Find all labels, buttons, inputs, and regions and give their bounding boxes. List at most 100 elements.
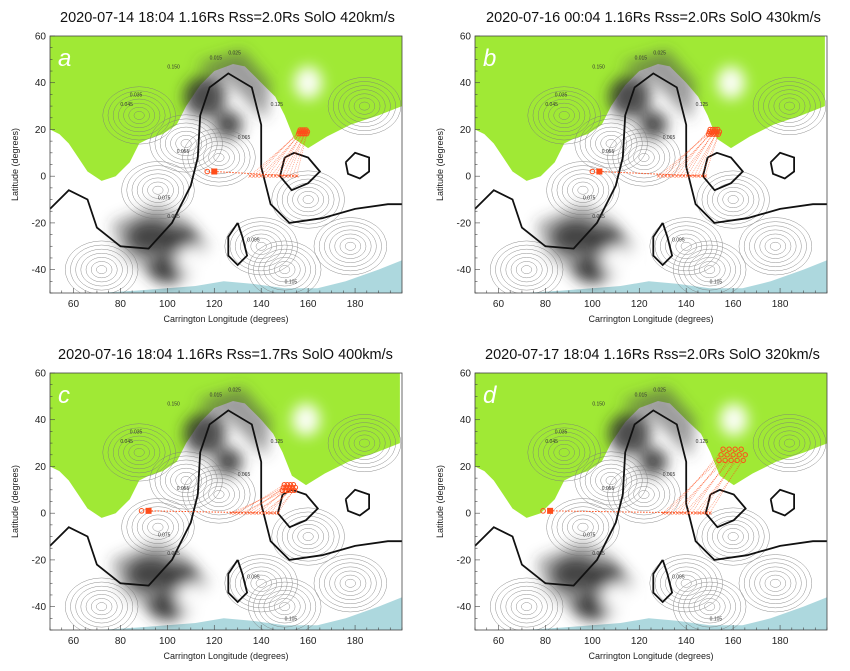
contour-ring (80, 589, 123, 624)
contour-ring (722, 191, 744, 208)
field-line (244, 487, 287, 514)
contour-ring (279, 602, 291, 611)
contour-ring (722, 528, 744, 545)
contour-ring (784, 438, 795, 448)
neutral-line-loop (344, 488, 370, 517)
source-point-marker: × (678, 173, 683, 180)
field-blob-white (294, 66, 323, 100)
source-point-marker: × (679, 510, 684, 517)
contour-label: 0.085 (592, 214, 605, 220)
contour-label: 0.055 (602, 486, 615, 492)
contour-ring (123, 102, 156, 128)
contour-ring (343, 89, 386, 123)
contour-ring (128, 443, 150, 461)
contour-label: 0.095 (672, 238, 685, 244)
x-tick-label: 80 (540, 299, 552, 310)
contour-ring (567, 177, 599, 203)
contour-ring (250, 237, 272, 255)
field-line (694, 460, 738, 514)
contour-ring (234, 562, 288, 605)
field-line (665, 129, 711, 177)
y-tick-label: 20 (460, 462, 472, 473)
open-field-south (50, 260, 402, 293)
source-point-marker: × (697, 510, 702, 517)
contour-ring (556, 506, 610, 548)
field-blob-white (291, 403, 321, 437)
contour-ring (683, 585, 736, 628)
footpoint-marker (715, 131, 722, 137)
contour-ring (274, 261, 296, 279)
x-tick-label: 80 (115, 299, 127, 310)
y-axis-label: Latitude (degrees) (10, 128, 20, 201)
contour-label: 0.075 (583, 533, 596, 539)
contour-ring (271, 170, 345, 229)
x-axis-label: Carrington Longitude (degrees) (163, 314, 288, 324)
field-line (281, 133, 306, 177)
x-tick-label: 100 (584, 299, 601, 310)
contour-label: 0.095 (247, 575, 260, 581)
y-tick-label: 0 (40, 509, 46, 520)
x-tick-label: 180 (347, 299, 364, 310)
contour-ring (577, 522, 589, 532)
contour-ring (187, 132, 251, 183)
contour-ring (297, 191, 319, 208)
connectivity: ×××××××××××××× (138, 481, 299, 517)
contour-ring (344, 578, 356, 588)
source-point-marker: × (254, 510, 259, 517)
contour-ring (180, 139, 192, 148)
contour-ring (334, 570, 367, 596)
field-line (234, 487, 284, 514)
field-line (277, 487, 296, 514)
y-tick-label: 60 (460, 32, 472, 43)
footpoint-marker (304, 129, 311, 135)
source-point-marker: × (262, 173, 267, 180)
contour-ring (248, 577, 322, 630)
x-tick-label: 100 (159, 636, 176, 647)
panel-letter: d (483, 382, 497, 409)
footpoint-marker (720, 446, 726, 452)
contour-ring (688, 252, 731, 287)
field-blob-strong (608, 75, 651, 118)
contour-label: 0.045 (545, 439, 558, 445)
contour-ring (754, 229, 797, 263)
y-tick-label: 0 (465, 172, 471, 183)
contour-ring (584, 459, 638, 502)
field-contours (489, 77, 827, 293)
neutral-line-loop (701, 151, 745, 192)
contour-ring (147, 518, 169, 536)
y-tick-label: 20 (35, 462, 47, 473)
connectivity: ×××××××××××××× (540, 446, 748, 517)
contour-label: 0.045 (120, 102, 133, 108)
neutral-line-main (50, 409, 402, 587)
x-tick-label: 180 (772, 299, 789, 310)
contour-ring (754, 566, 797, 600)
footpoint-marker (716, 129, 723, 135)
source-point-marker: × (685, 173, 690, 180)
contour-label: 0.150 (592, 65, 605, 71)
open-field-south (475, 260, 827, 293)
contour-ring (521, 602, 533, 611)
source-point-marker: × (280, 173, 285, 180)
contour-ring (102, 423, 176, 482)
contour-ring (727, 532, 739, 541)
solo-subpoint-marker (145, 507, 152, 514)
footpoint-marker (726, 446, 732, 452)
contour-ring (276, 174, 340, 225)
contour-ring (590, 463, 633, 498)
field-line (691, 448, 736, 514)
x-tick-label: 140 (678, 636, 695, 647)
contour-ring (268, 594, 301, 620)
field-line (680, 448, 730, 514)
x-tick-label: 60 (493, 299, 505, 310)
contour-ring (784, 101, 795, 111)
contour-ring (579, 455, 643, 506)
source-point-marker: × (291, 173, 296, 180)
contour-ring (617, 136, 671, 179)
plot-area: 0.015 0.025 0.035 0.045 0.055 0.065 0.075 0.085… (50, 373, 402, 630)
contour-ring (773, 430, 806, 456)
field-line (704, 131, 720, 177)
field-line (661, 131, 710, 177)
field-line (684, 460, 732, 514)
field-blob-white (176, 246, 205, 275)
